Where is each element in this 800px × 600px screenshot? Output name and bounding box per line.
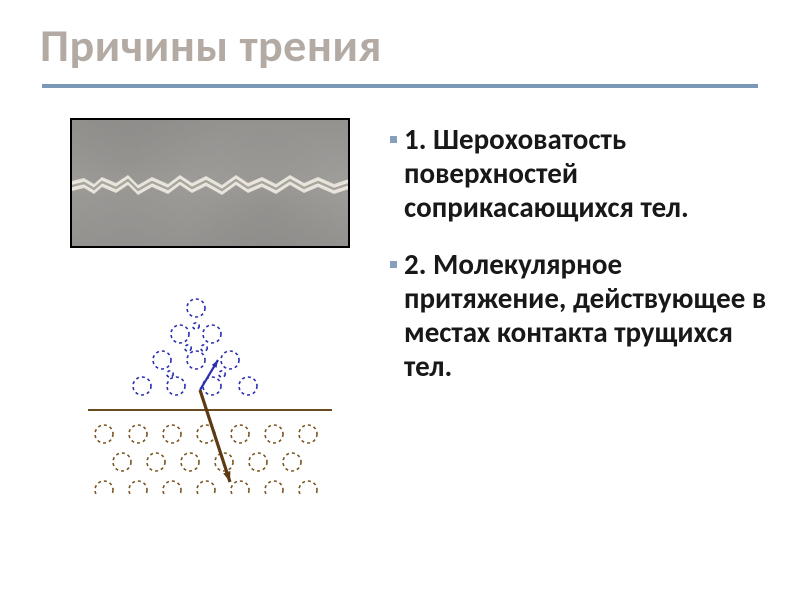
bullet-marker-icon xyxy=(390,247,404,384)
bullet-1: 1. Шероховатость поверхностей соприкасаю… xyxy=(390,122,770,225)
bullet-2: 2. Молекулярное притяжение, действующее … xyxy=(390,247,770,384)
page-title: Причины трения xyxy=(40,18,382,74)
bullet-1-text: 1. Шероховатость поверхностей соприкасаю… xyxy=(404,122,770,225)
bullet-marker-icon xyxy=(390,122,404,225)
figure-molecules xyxy=(80,294,340,494)
text-column: 1. Шероховатость поверхностей соприкасаю… xyxy=(380,118,770,580)
molecules-svg xyxy=(80,294,340,494)
title-underline xyxy=(42,84,758,88)
figure-roughness xyxy=(70,118,350,248)
content-area: 1. Шероховатость поверхностей соприкасаю… xyxy=(40,118,770,580)
figures-column xyxy=(40,118,380,580)
bullet-2-text: 2. Молекулярное притяжение, действующее … xyxy=(404,247,770,384)
roughness-crack-svg xyxy=(72,120,350,248)
